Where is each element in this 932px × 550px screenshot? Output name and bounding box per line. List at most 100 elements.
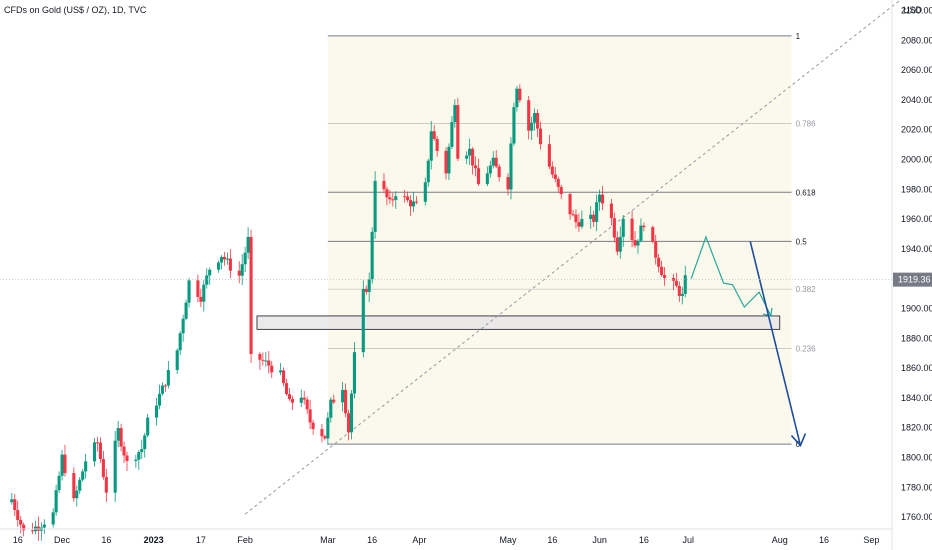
candle[interactable] xyxy=(571,209,575,217)
candle[interactable] xyxy=(10,492,14,505)
candle[interactable] xyxy=(663,267,667,286)
candle[interactable] xyxy=(476,158,481,186)
support-zone[interactable] xyxy=(256,315,781,330)
candle[interactable] xyxy=(385,186,389,206)
candle[interactable] xyxy=(598,189,602,211)
candle[interactable] xyxy=(491,150,495,169)
candle[interactable] xyxy=(660,260,664,277)
candle[interactable] xyxy=(468,138,472,165)
candle[interactable] xyxy=(84,453,88,479)
candle[interactable] xyxy=(530,116,534,141)
candle[interactable] xyxy=(580,210,584,229)
candle[interactable] xyxy=(287,388,292,401)
candle[interactable] xyxy=(95,436,100,452)
candle[interactable] xyxy=(98,437,102,463)
candle[interactable] xyxy=(290,395,294,411)
candle[interactable] xyxy=(388,190,392,204)
candle[interactable] xyxy=(113,430,117,502)
candle[interactable] xyxy=(267,351,271,374)
candle[interactable] xyxy=(621,215,625,247)
candle[interactable] xyxy=(299,389,303,407)
candle[interactable] xyxy=(612,212,616,243)
candle[interactable] xyxy=(533,108,537,131)
candle[interactable] xyxy=(104,468,108,502)
candle[interactable] xyxy=(671,273,675,291)
candle[interactable] xyxy=(409,195,413,217)
candle[interactable] xyxy=(485,166,489,187)
candle[interactable] xyxy=(243,246,247,272)
candle[interactable] xyxy=(361,280,365,358)
candle[interactable] xyxy=(146,413,150,438)
candle[interactable] xyxy=(512,102,516,146)
candle[interactable] xyxy=(261,352,265,366)
candle[interactable] xyxy=(208,267,212,285)
candle[interactable] xyxy=(78,477,82,495)
candle[interactable] xyxy=(426,158,430,187)
candle[interactable] xyxy=(119,423,123,452)
candle[interactable] xyxy=(592,210,596,227)
candle[interactable] xyxy=(326,412,330,445)
candle[interactable] xyxy=(311,419,315,435)
candle[interactable] xyxy=(527,95,531,140)
candle[interactable] xyxy=(636,239,640,254)
candle[interactable] xyxy=(411,191,416,212)
candle[interactable] xyxy=(488,160,492,178)
candle[interactable] xyxy=(166,360,170,389)
candle[interactable] xyxy=(279,363,283,376)
candle[interactable] xyxy=(414,196,419,205)
candle[interactable] xyxy=(160,382,165,396)
candle[interactable] xyxy=(406,191,410,203)
candle[interactable] xyxy=(341,381,345,412)
candle[interactable] xyxy=(642,222,646,232)
candle[interactable] xyxy=(143,432,147,458)
candle[interactable] xyxy=(60,450,64,481)
candle[interactable] xyxy=(205,268,209,289)
candle[interactable] xyxy=(447,143,451,181)
candle[interactable] xyxy=(550,161,554,178)
candle[interactable] xyxy=(559,184,563,200)
candle[interactable] xyxy=(137,449,141,470)
candle[interactable] xyxy=(364,285,368,295)
candle[interactable] xyxy=(63,444,67,477)
candle[interactable] xyxy=(373,171,377,239)
candle[interactable] xyxy=(473,156,478,177)
candle[interactable] xyxy=(175,348,179,374)
candle[interactable] xyxy=(81,469,85,482)
candle[interactable] xyxy=(320,423,324,443)
trendline[interactable] xyxy=(244,0,910,515)
candle[interactable] xyxy=(72,467,76,502)
candle[interactable] xyxy=(450,116,454,150)
candle[interactable] xyxy=(284,378,289,396)
candle[interactable] xyxy=(349,389,354,440)
candle[interactable] xyxy=(568,192,572,220)
candle[interactable] xyxy=(101,450,105,480)
candle[interactable] xyxy=(19,515,23,534)
candle[interactable] xyxy=(515,85,519,112)
candle[interactable] xyxy=(403,189,407,203)
candle[interactable] xyxy=(302,390,306,405)
candle[interactable] xyxy=(589,206,593,229)
candle[interactable] xyxy=(13,493,17,517)
candle[interactable] xyxy=(249,229,253,363)
candle[interactable] xyxy=(225,252,229,265)
candle[interactable] xyxy=(683,265,687,298)
candle[interactable] xyxy=(651,225,655,244)
candle[interactable] xyxy=(456,98,460,162)
candle[interactable] xyxy=(323,434,327,441)
candle[interactable] xyxy=(382,173,386,194)
candle[interactable] xyxy=(609,198,613,226)
candle[interactable] xyxy=(329,397,333,423)
candle[interactable] xyxy=(509,137,513,200)
candle[interactable] xyxy=(199,288,203,308)
candle[interactable] xyxy=(237,261,241,284)
candle[interactable] xyxy=(122,441,126,464)
candle[interactable] xyxy=(429,121,433,170)
candle[interactable] xyxy=(281,367,286,387)
candle[interactable] xyxy=(134,454,138,468)
forecast-path-green[interactable] xyxy=(690,235,772,317)
candle[interactable] xyxy=(618,226,622,259)
candle[interactable] xyxy=(154,397,159,426)
candle[interactable] xyxy=(270,360,274,379)
forecast-path-blue[interactable] xyxy=(749,241,802,446)
candle[interactable] xyxy=(538,121,543,150)
